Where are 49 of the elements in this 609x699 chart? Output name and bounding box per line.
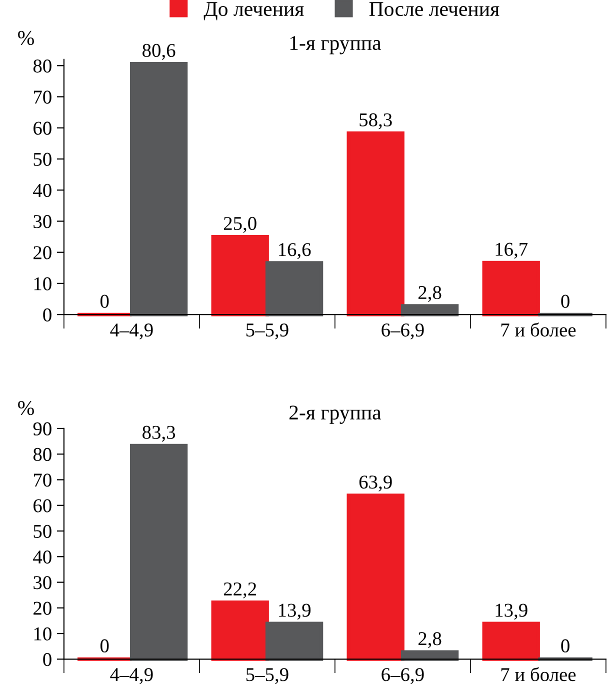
- data-label: 25,0: [224, 216, 256, 233]
- y-axis-title: %: [18, 30, 34, 46]
- data-label: 0: [561, 294, 570, 308]
- data-label: 58,3: [360, 113, 392, 130]
- x-tick-label: 6–6,9: [382, 324, 424, 340]
- x-tick-label: 4–4,9: [110, 668, 153, 684]
- y-tick-label: 10: [34, 277, 52, 290]
- data-label: 22,2: [224, 582, 256, 598]
- x-tick-label: 4–4,9: [110, 324, 153, 340]
- y-tick-label: 20: [34, 246, 52, 260]
- y-tick-label: 40: [33, 550, 52, 564]
- y-tick-label: 50: [34, 524, 52, 538]
- data-label: 13,9: [278, 604, 311, 620]
- y-tick-label: 80: [33, 448, 52, 462]
- x-tick-label: 5–5,9: [246, 324, 288, 340]
- data-label: 0: [561, 639, 570, 652]
- x-tick-label: 5–5,9: [246, 668, 288, 684]
- x-tick-label: 7 и более: [501, 667, 576, 682]
- data-label: 2,8: [418, 632, 442, 648]
- y-tick-label: 60: [34, 499, 52, 512]
- y-tick-label: 0: [43, 652, 52, 666]
- data-label: 63,9: [359, 476, 392, 492]
- data-label: 13,9: [496, 604, 528, 620]
- y-tick-label: 40: [33, 184, 52, 198]
- x-tick-label: 7 и более: [501, 322, 576, 337]
- data-label: 0: [100, 294, 109, 308]
- legend-label: До лечения: [204, 2, 304, 20]
- y-tick-label: 20: [34, 602, 52, 615]
- y-tick-label: 50: [34, 152, 52, 166]
- y-axis-title: %: [18, 400, 34, 416]
- chart-title: 1-я группа: [290, 36, 382, 54]
- data-label: 2,8: [418, 286, 442, 302]
- y-tick-label: 30: [34, 215, 52, 228]
- x-tick-label: 6–6,9: [382, 668, 424, 684]
- data-label: 83,3: [142, 426, 176, 442]
- data-label: 16,7: [496, 242, 528, 259]
- y-tick-label: 90: [33, 422, 52, 436]
- y-tick-label: 0: [43, 308, 52, 322]
- y-tick-label: 10: [34, 627, 52, 640]
- y-tick-label: 70: [34, 90, 52, 104]
- data-label: 80,6: [142, 44, 176, 60]
- y-tick-label: 70: [34, 474, 52, 487]
- data-label: 0: [100, 639, 109, 652]
- data-label: 16,6: [278, 243, 311, 259]
- chart-title: 2-я группа: [289, 406, 382, 424]
- y-tick-label: 80: [33, 59, 52, 73]
- y-tick-label: 30: [34, 576, 52, 590]
- y-tick-label: 60: [34, 122, 52, 135]
- legend-label: После лечения: [369, 2, 500, 16]
